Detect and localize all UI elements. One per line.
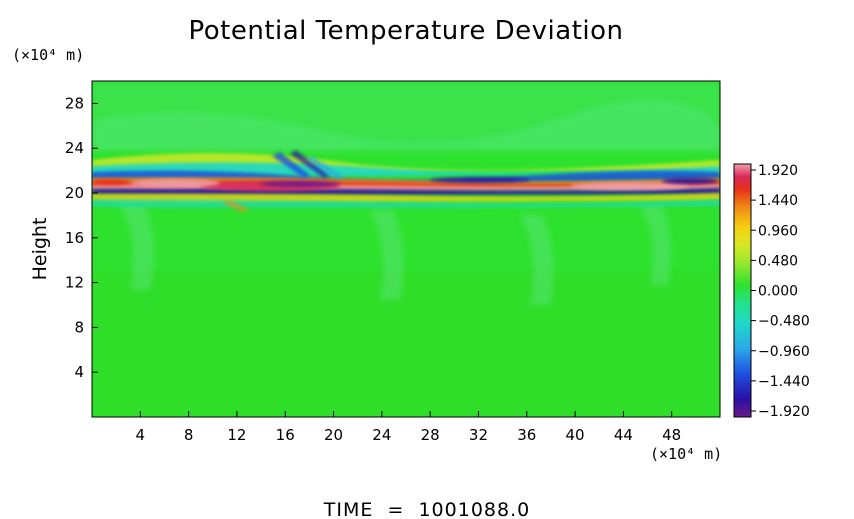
x-tick-label: 36 [517, 426, 536, 444]
colorbar-tick-label: 1.920 [758, 163, 798, 179]
x-axis-unit: (×10⁴ m) [650, 445, 722, 463]
x-tick-label: 8 [184, 426, 194, 444]
x-tick-label: 24 [372, 426, 391, 444]
y-tick-label: 12 [65, 274, 84, 292]
y-tick-label: 20 [65, 184, 84, 202]
x-tick-label: 48 [662, 426, 681, 444]
y-tick-label: 8 [74, 318, 84, 336]
colorbar-tick-label: 0.480 [758, 253, 798, 269]
y-axis-label: Height [29, 218, 51, 281]
colorbar-tick-label: −0.480 [758, 314, 810, 330]
colorbar-tick-label: −1.920 [758, 404, 810, 420]
colorbar-tick-label: −0.960 [758, 344, 810, 360]
y-axis-ticks: 4 8 12 16 20 24 28 [65, 94, 98, 381]
field-lower-tint [92, 270, 720, 417]
colorbar-ticks: 1.920 1.440 0.960 0.480 0.000 −0.480 −0.960 −1.… [751, 163, 810, 420]
strong-features [92, 150, 718, 212]
colorbar-tick-label: 0.000 [758, 284, 798, 300]
colorbar-tick-label: 1.440 [758, 193, 798, 209]
y-tick-label: 28 [65, 94, 84, 112]
x-tick-label: 44 [614, 426, 633, 444]
colorbar-gradient [733, 163, 752, 418]
x-tick-label: 28 [421, 426, 440, 444]
y-tick-label: 16 [65, 229, 84, 247]
heatmap-field [92, 81, 720, 417]
field-upper-wave [92, 99, 720, 150]
x-tick-label: 32 [469, 426, 488, 444]
x-tick-label: 12 [227, 426, 246, 444]
plot-frame [91, 80, 721, 418]
field-plumes [120, 205, 671, 305]
x-axis-ticks: 4 8 12 16 20 24 28 32 36 40 44 48 [136, 411, 681, 444]
y-tick-label: 24 [65, 139, 84, 157]
y-tick-label: 4 [74, 363, 84, 381]
colorbar: 1.920 1.440 0.960 0.480 0.000 −0.480 −0.960 −1.… [733, 163, 810, 420]
x-tick-label: 20 [324, 426, 343, 444]
x-tick-label: 4 [136, 426, 146, 444]
time-footer: TIME = 1001088.0 [323, 499, 530, 519]
colorbar-tick-label: −1.440 [758, 374, 810, 390]
x-tick-label: 40 [566, 426, 585, 444]
x-tick-label: 16 [276, 426, 295, 444]
y-axis-unit: (×10⁴ m) [12, 46, 84, 64]
chart-title: Potential Temperature Deviation [189, 16, 624, 46]
colorbar-tick-label: 0.960 [758, 223, 798, 239]
